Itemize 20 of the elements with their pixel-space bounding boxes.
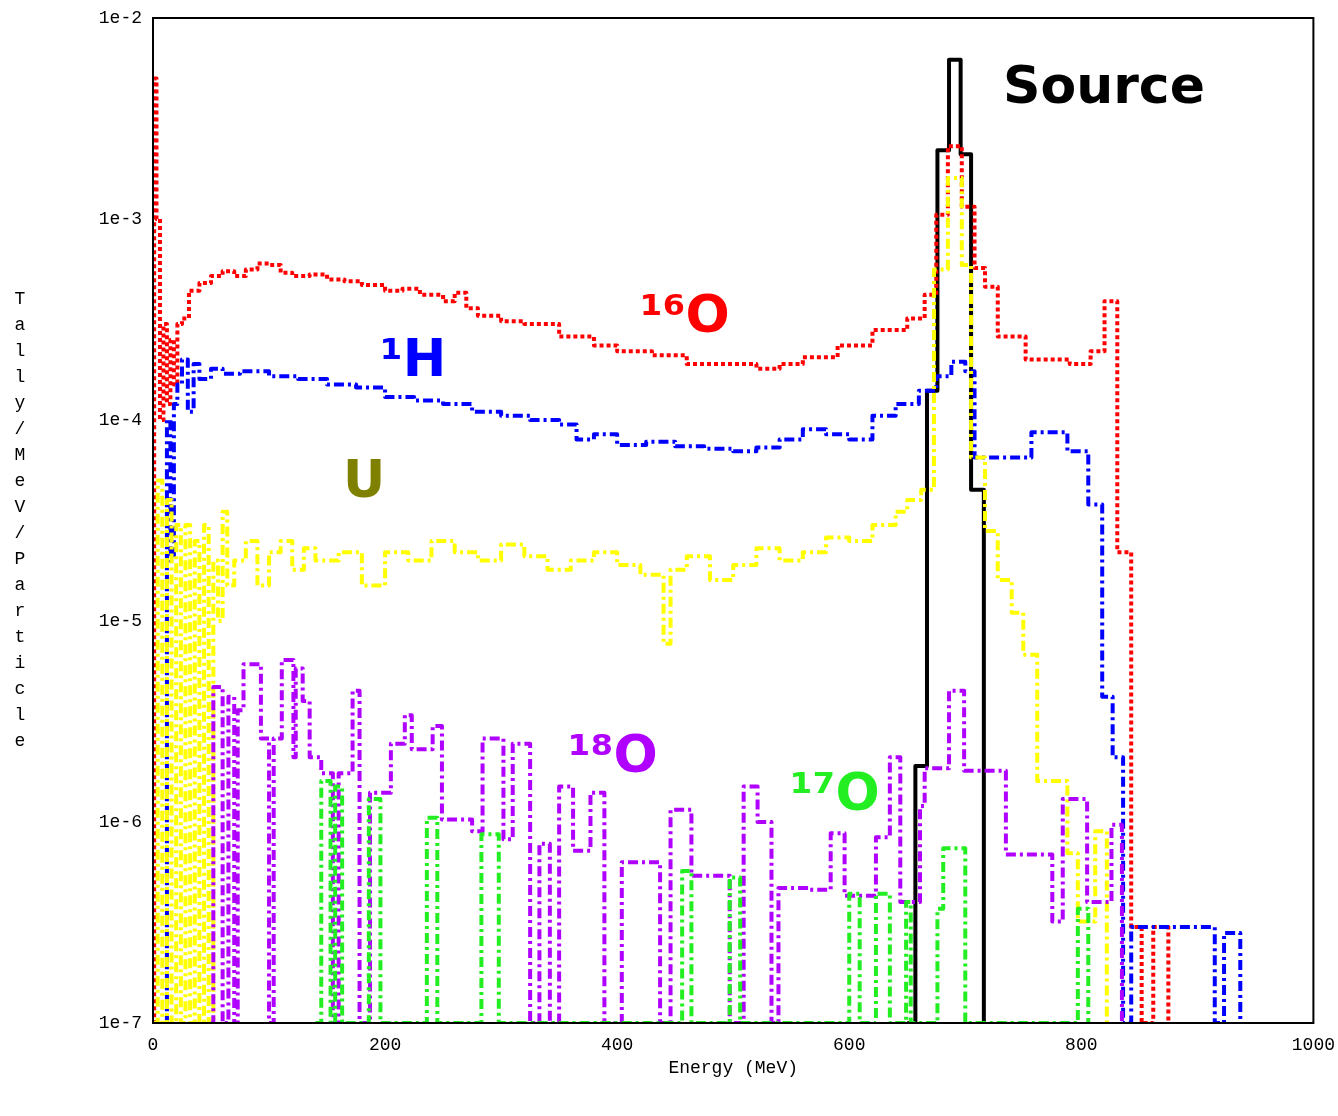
text: Tally/MeV/Particle bbox=[14, 289, 26, 752]
x-tick-label: 400 bbox=[600, 1034, 634, 1055]
series-label: U bbox=[343, 449, 386, 509]
x-axis-title: Energy (MeV) bbox=[668, 1057, 799, 1078]
series-label: ¹H bbox=[380, 328, 447, 388]
series-label: ¹⁶O bbox=[640, 284, 730, 344]
x-tick-label: 800 bbox=[1065, 1034, 1098, 1055]
y-tick-label: 1e-3 bbox=[98, 208, 142, 229]
x-tick-label: 200 bbox=[368, 1034, 402, 1055]
y-tick-label: 1e-5 bbox=[98, 610, 142, 631]
series-label: ¹⁷O bbox=[790, 762, 880, 822]
series-label: ¹⁸O bbox=[568, 724, 658, 784]
x-tick-label: 1000 bbox=[1291, 1034, 1336, 1055]
series-label: Source bbox=[1003, 55, 1205, 115]
y-tick-label: 1e-6 bbox=[98, 811, 142, 832]
y-tick-label: 1e-2 bbox=[98, 7, 142, 28]
x-tick-label: 0 bbox=[147, 1034, 159, 1055]
x-tick-label: 600 bbox=[833, 1034, 866, 1055]
y-tick-label: 1e-7 bbox=[98, 1012, 142, 1033]
y-tick-label: 1e-4 bbox=[98, 409, 142, 430]
